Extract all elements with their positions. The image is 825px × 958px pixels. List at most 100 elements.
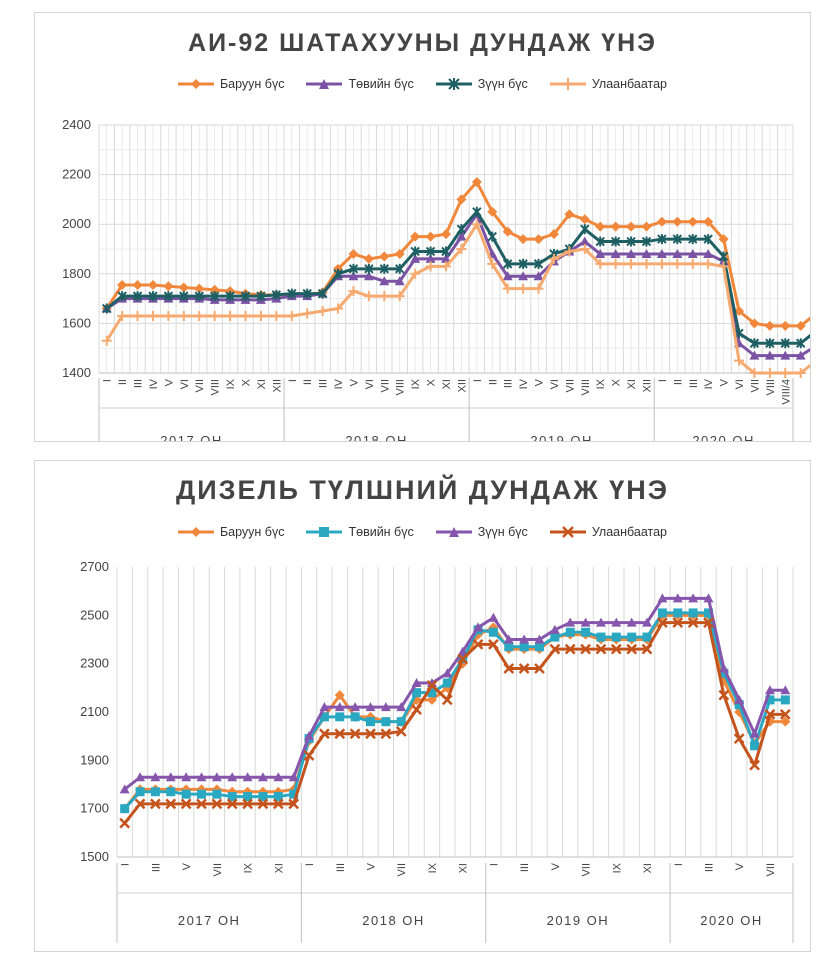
data-point (273, 792, 283, 802)
data-point (764, 685, 775, 695)
x-tick-label: VII (749, 379, 761, 392)
x-tick-label: VI (549, 379, 561, 389)
data-point (533, 258, 544, 269)
data-point (456, 194, 467, 205)
data-point (227, 772, 238, 782)
x-tick-label: IV (148, 378, 160, 389)
legend-item-central: Төвийн бүс (306, 77, 414, 91)
data-point (441, 246, 451, 257)
data-point (411, 704, 422, 715)
data-point (764, 709, 776, 720)
data-point (641, 643, 653, 655)
data-point (412, 688, 422, 698)
data-point (627, 632, 637, 642)
data-point (579, 236, 590, 246)
data-point (132, 279, 143, 290)
x-tick-label: X (426, 378, 438, 386)
x-tick-label: I (120, 863, 132, 866)
data-point (595, 248, 606, 258)
x-tick-label: IX (225, 378, 237, 389)
data-point (488, 612, 499, 622)
data-point (764, 320, 775, 331)
data-point (718, 234, 729, 245)
year-group-label: 2018 ОН (362, 913, 425, 928)
x-tick-label: III (318, 379, 330, 388)
data-point (703, 234, 713, 245)
data-point (488, 638, 499, 650)
y-tick-label: 1900 (80, 752, 109, 767)
data-point (641, 236, 652, 247)
data-point (548, 229, 559, 240)
data-point (750, 741, 760, 751)
data-point (610, 236, 621, 247)
data-point (610, 258, 621, 269)
data-point (334, 690, 345, 701)
x-tick-label: II (117, 379, 129, 385)
data-point (395, 263, 405, 274)
data-point (687, 216, 698, 227)
data-point (734, 355, 745, 366)
data-point (734, 694, 745, 704)
data-point (518, 283, 529, 294)
data-point (441, 229, 451, 240)
data-point (672, 234, 683, 245)
data-point (365, 728, 376, 740)
data-point (319, 728, 330, 740)
data-point (657, 593, 668, 603)
data-point (211, 784, 222, 795)
y-tick-label: 1700 (80, 801, 109, 816)
x-tick-label: III (503, 379, 515, 388)
data-point (240, 310, 251, 321)
data-point (749, 338, 760, 349)
y-tick-label: 1800 (62, 266, 91, 281)
x-tick-label: VII (581, 863, 593, 876)
data-point (611, 632, 621, 642)
data-point (394, 248, 405, 259)
data-point (209, 291, 220, 302)
x-tick-label: II (487, 379, 499, 385)
x-tick-label: I (472, 379, 484, 382)
data-point (549, 624, 560, 634)
data-point (579, 214, 590, 225)
data-point (150, 798, 161, 810)
data-point (211, 798, 223, 810)
data-point (335, 712, 345, 722)
data-point (779, 709, 791, 720)
data-point (703, 593, 714, 603)
x-tick-label: VII (379, 379, 391, 392)
data-point (795, 350, 806, 360)
x-tick-label: V (534, 378, 546, 386)
data-point (117, 310, 128, 321)
data-point (255, 310, 266, 321)
data-point (718, 689, 730, 701)
data-point (119, 784, 130, 794)
data-point (348, 286, 359, 297)
x-tick-label: X (611, 378, 623, 386)
data-point (273, 772, 284, 782)
data-point (427, 688, 437, 698)
data-point (396, 717, 406, 727)
x-tick-label: VIII (395, 379, 407, 396)
data-point (163, 310, 174, 321)
data-point (580, 224, 590, 235)
data-point (642, 617, 653, 627)
data-point (749, 728, 760, 738)
data-point (687, 258, 698, 269)
data-point (194, 310, 205, 321)
data-point (333, 303, 344, 314)
data-point (780, 368, 791, 378)
data-point (395, 725, 407, 737)
data-point (242, 798, 253, 810)
data-point (302, 308, 313, 319)
x-tick-label: I (488, 863, 500, 866)
data-point (550, 632, 560, 642)
x-tick-label: VII (194, 379, 206, 392)
data-point (518, 271, 529, 281)
data-point (348, 271, 359, 281)
data-point (425, 253, 436, 263)
data-point (226, 798, 238, 810)
data-point (472, 206, 482, 217)
legend-item-west: Баруун бүс (177, 525, 284, 539)
data-point (657, 608, 667, 618)
data-point (471, 219, 482, 230)
